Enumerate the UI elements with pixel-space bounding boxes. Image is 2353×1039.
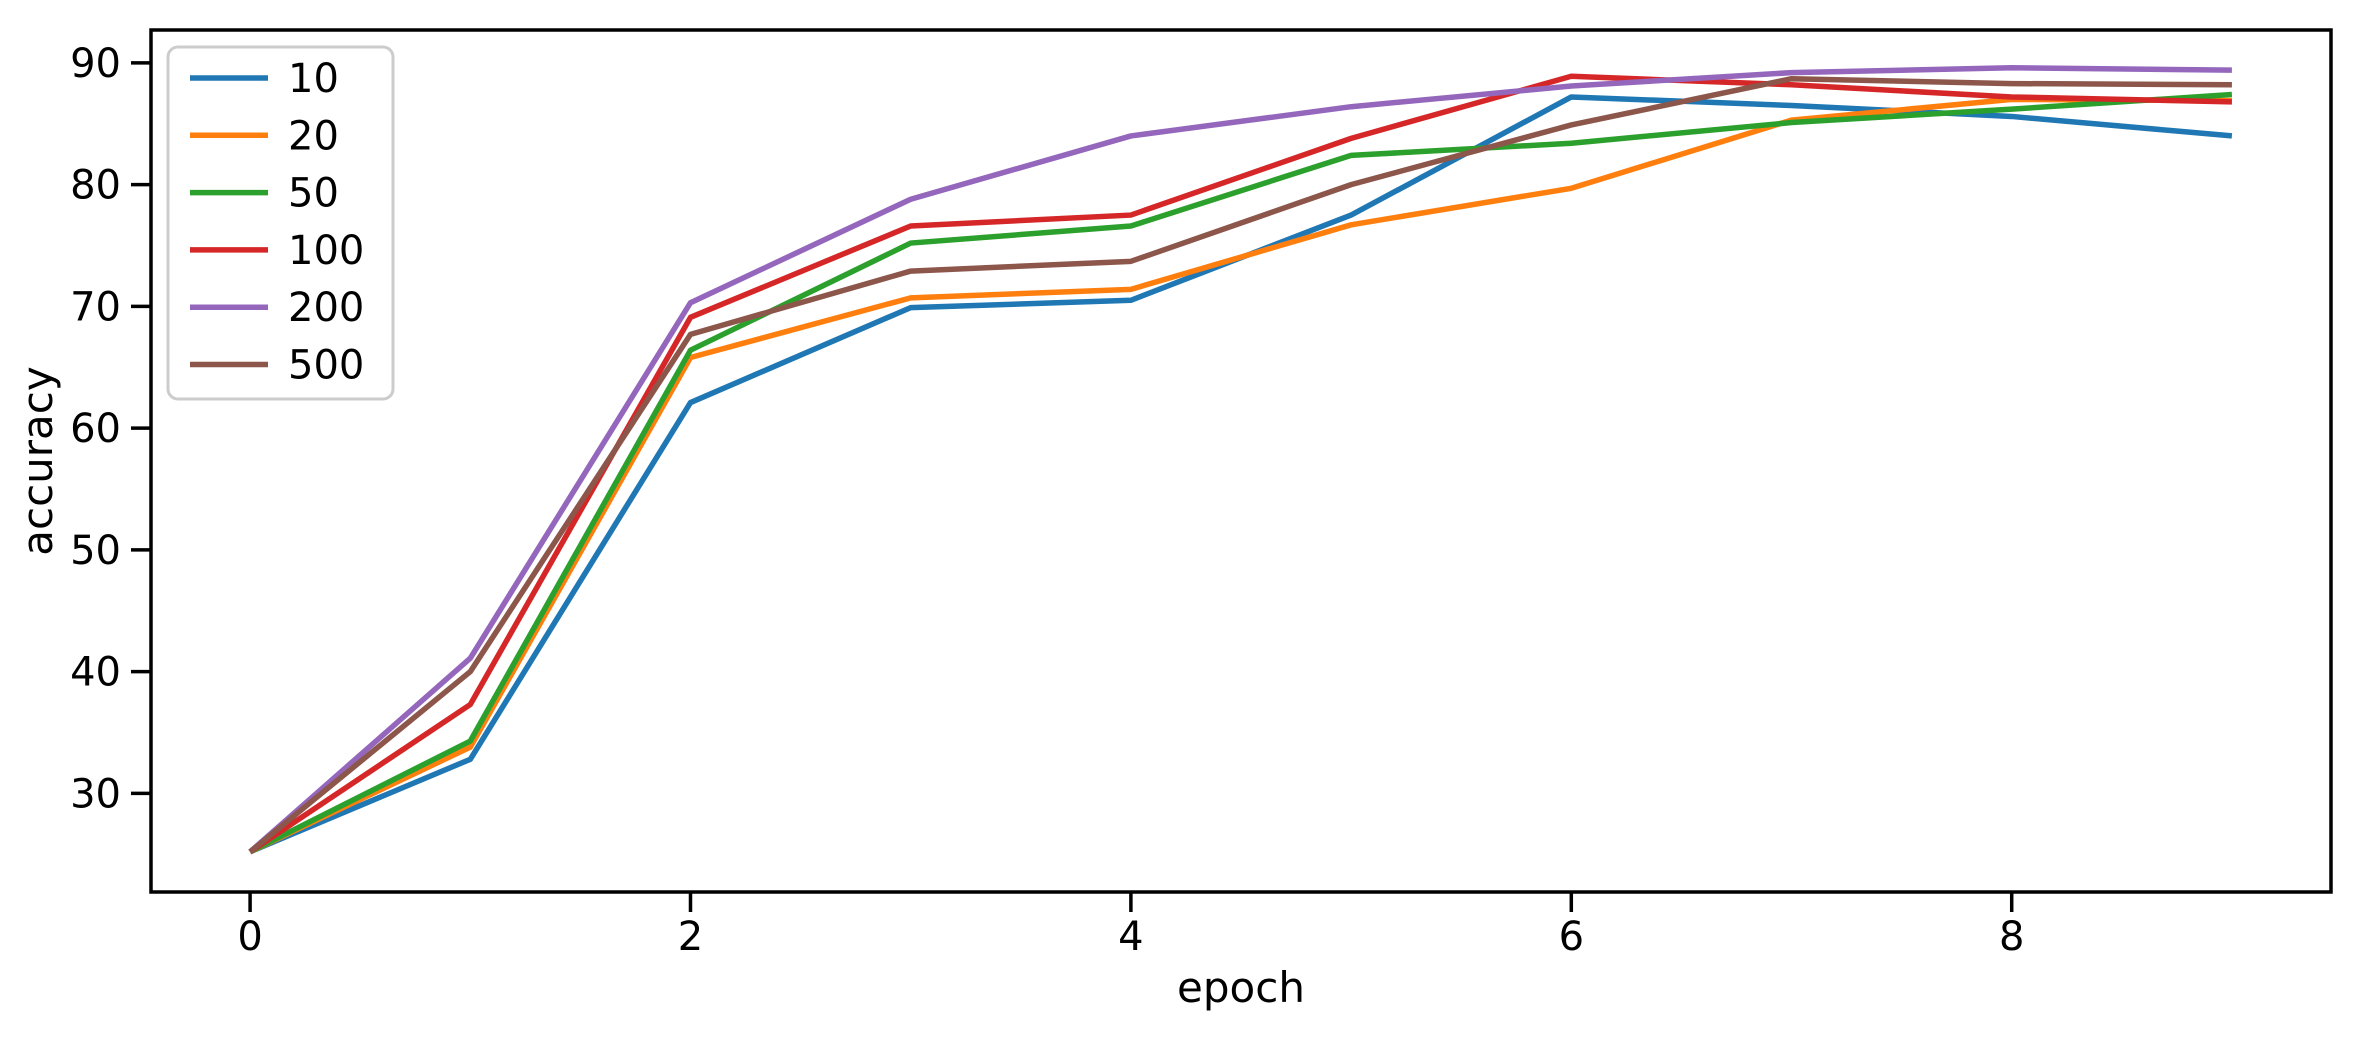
legend-label-200: 200 (288, 285, 364, 331)
legend-label-10: 10 (288, 56, 339, 102)
x-axis-label: epoch (1177, 963, 1305, 1012)
x-tick-label: 4 (1118, 914, 1143, 960)
y-tick-label: 40 (70, 650, 121, 696)
series-line-100 (248, 73, 2232, 855)
plot-frame (149, 28, 2333, 894)
x-tick-label: 8 (1999, 914, 2024, 960)
x-tick-label: 0 (237, 914, 262, 960)
legend-label-100: 100 (288, 228, 364, 274)
y-tick-label: 50 (70, 528, 121, 574)
x-tick-label: 2 (678, 914, 703, 960)
y-tick-label: 90 (70, 41, 121, 87)
y-tick-label: 60 (70, 406, 121, 452)
x-tick-label: 6 (1559, 914, 1584, 960)
y-tick-label: 80 (70, 163, 121, 209)
legend-label-20: 20 (288, 113, 339, 159)
legend-label-500: 500 (288, 343, 364, 389)
y-tick-label: 30 (70, 771, 121, 817)
y-tick-label: 70 (70, 284, 121, 330)
legend-label-50: 50 (288, 171, 339, 217)
plot-area: 30 40 50 60 70 80 90 0 2 4 6 8 10 20 50 100 200 500 (70, 28, 2333, 960)
series-line-10 (249, 94, 2233, 855)
y-axis-label: accuracy (13, 366, 62, 556)
series-line-500 (248, 75, 2232, 854)
series-line-200 (248, 64, 2232, 854)
series-line-50 (248, 91, 2233, 855)
series-line-20 (248, 96, 2232, 855)
